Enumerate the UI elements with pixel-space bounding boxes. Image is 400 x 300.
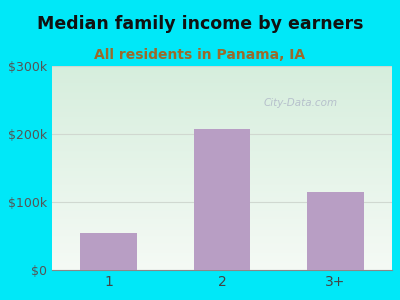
Bar [307, 192, 364, 270]
Text: Median family income by earners: Median family income by earners [37, 15, 363, 33]
Text: City-Data.com: City-Data.com [263, 98, 337, 108]
Bar [194, 129, 250, 270]
Bar [80, 232, 137, 270]
Text: All residents in Panama, IA: All residents in Panama, IA [94, 48, 306, 62]
